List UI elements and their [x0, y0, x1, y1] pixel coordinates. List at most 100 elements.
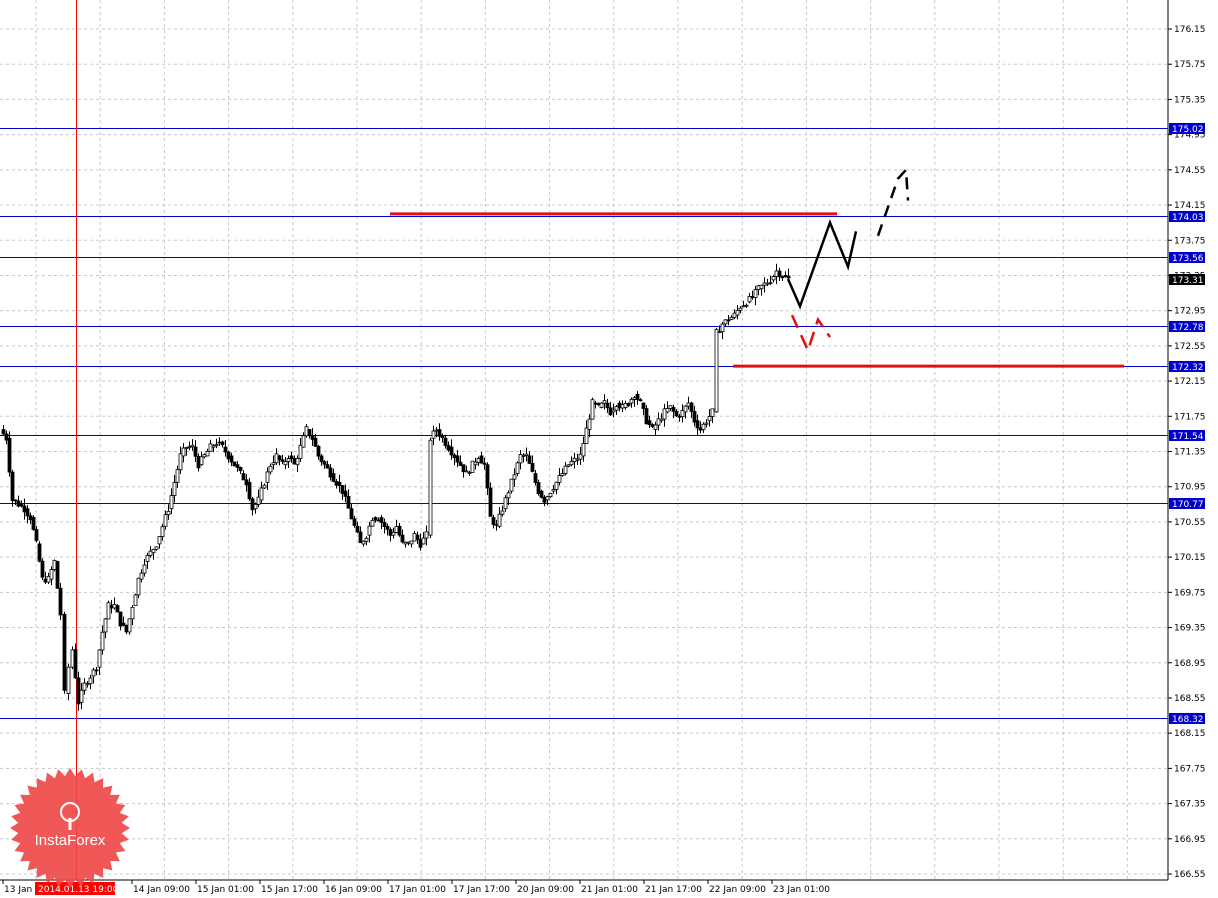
candle-body	[235, 464, 240, 468]
y-tick-label: 169.35	[1174, 624, 1206, 634]
level-price-label: 170.77	[1172, 500, 1204, 510]
candle-body	[458, 461, 463, 466]
candle-body	[569, 461, 574, 466]
candle-body	[406, 541, 411, 544]
candle-body	[449, 446, 454, 456]
candle-body	[768, 282, 773, 285]
y-tick-label: 170.15	[1174, 553, 1206, 563]
candle-body	[774, 270, 779, 277]
candle-body	[744, 304, 749, 307]
candle-body	[4, 433, 9, 441]
candle-body	[373, 517, 378, 521]
y-tick-label: 172.95	[1174, 307, 1206, 317]
candle-body	[623, 403, 628, 408]
candle-body	[274, 453, 279, 464]
x-tick-label: 21 Jan 01:00	[581, 885, 638, 895]
candle-body	[771, 276, 776, 281]
candle-body	[632, 397, 637, 400]
candle-body	[614, 406, 619, 411]
x-tick-label: 17 Jan 17:00	[453, 885, 510, 895]
candle-body	[343, 490, 348, 497]
candle-body	[151, 548, 156, 554]
candle-body	[560, 473, 565, 476]
candle-body	[747, 296, 752, 303]
x-tick-label: 16 Jan 09:00	[325, 885, 382, 895]
logo-text: InstaForex	[35, 832, 106, 849]
candle-body	[412, 533, 417, 542]
candle-body	[307, 429, 312, 437]
candle-body	[361, 540, 366, 545]
candle-body	[720, 323, 725, 333]
candle-body	[683, 405, 688, 413]
candle-body	[557, 475, 562, 483]
candle-body	[376, 519, 381, 522]
candle-body	[692, 411, 697, 423]
y-tick-label: 171.75	[1174, 412, 1206, 422]
candle-body	[620, 404, 625, 409]
candle-body	[256, 496, 261, 505]
y-tick-label: 166.95	[1174, 835, 1206, 845]
candle-body	[184, 447, 189, 449]
candle-body	[710, 408, 715, 417]
level-price-box	[1169, 430, 1205, 441]
candle-body	[70, 649, 75, 668]
candle-body	[31, 517, 36, 530]
candle-body	[726, 319, 731, 322]
candle-body	[172, 482, 177, 496]
candle-body	[121, 622, 126, 626]
candle-body	[73, 649, 78, 679]
candle-body	[187, 446, 192, 449]
candle-body	[647, 420, 652, 425]
horizontal-levels	[0, 128, 1168, 719]
candle-body	[148, 550, 153, 556]
candle-body	[157, 536, 162, 545]
candle-body	[400, 534, 405, 543]
y-tick-label: 176.15	[1174, 25, 1206, 35]
candle-body	[130, 607, 135, 620]
candle-body	[91, 669, 96, 677]
candle-body	[662, 408, 667, 420]
candle-body	[217, 441, 222, 444]
y-tick-label: 167.75	[1174, 764, 1206, 774]
y-tick-label: 175.35	[1174, 95, 1206, 105]
candle-body	[759, 284, 764, 290]
candle-body	[196, 455, 201, 469]
candle-body	[717, 331, 722, 334]
candle-body	[28, 515, 33, 521]
y-tick-label: 167.35	[1174, 800, 1206, 810]
candle-body	[94, 669, 99, 672]
candle-body	[467, 472, 472, 474]
candle-body	[16, 500, 21, 507]
candle-body	[154, 546, 159, 550]
candle-body	[319, 455, 324, 463]
candle-body	[786, 275, 791, 279]
candle-body	[461, 464, 466, 473]
candle-body	[638, 399, 643, 402]
candle-body	[211, 445, 216, 448]
candle-body	[542, 496, 547, 503]
candle-body	[202, 454, 207, 458]
candle-body	[100, 631, 105, 651]
candle-body	[750, 296, 755, 299]
candle-body	[551, 489, 556, 492]
candle-body	[331, 473, 336, 482]
candle-body	[415, 534, 420, 540]
candle-body	[337, 481, 342, 486]
candle-body	[545, 496, 550, 501]
candle-body	[629, 399, 634, 404]
candle-body	[175, 469, 180, 483]
candle-body	[653, 424, 658, 430]
candle-body	[762, 282, 767, 286]
candle-body	[97, 649, 102, 668]
candle-body	[539, 490, 544, 498]
candle-body	[298, 444, 303, 459]
x-tick-label: 22 Jan 09:00	[709, 885, 766, 895]
candle-body	[668, 405, 673, 409]
candle-body	[391, 532, 396, 536]
level-price-box	[1169, 123, 1205, 134]
candle-body	[340, 485, 345, 494]
candle-body	[488, 487, 493, 517]
candle-body	[554, 481, 559, 490]
